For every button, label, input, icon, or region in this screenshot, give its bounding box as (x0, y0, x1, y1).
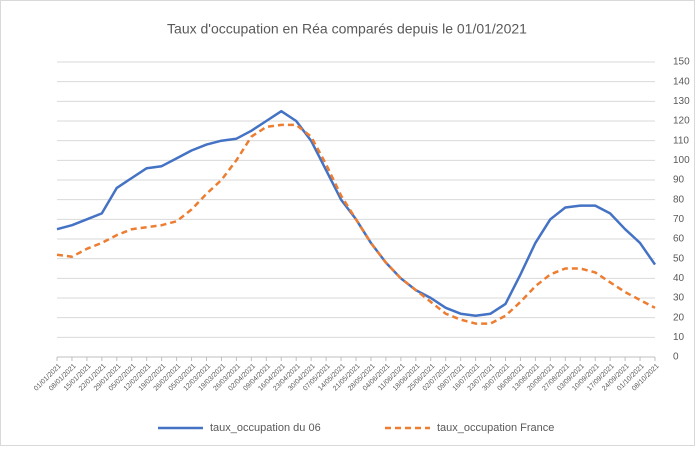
legend-label: taux_occupation France (437, 422, 554, 434)
series-line (56, 123, 656, 325)
y-tick-label: 140 (673, 76, 690, 87)
y-tick-label: 40 (673, 273, 685, 284)
y-tick-label: 10 (673, 332, 685, 343)
y-tick-label: 80 (673, 194, 685, 205)
y-tick-label: 90 (673, 175, 685, 186)
y-tick-label: 20 (673, 312, 685, 323)
y-tick-label: 50 (673, 253, 685, 264)
y-tick-label: 70 (673, 214, 685, 225)
y-tick-label: 60 (673, 234, 685, 245)
y-tick-label: 150 (673, 57, 690, 68)
y-tick-label: 30 (673, 293, 685, 304)
chart-title: Taux d'occupation en Réa comparés depuis… (167, 21, 527, 37)
y-tick-label: 110 (673, 135, 689, 146)
y-tick-label: 100 (673, 155, 690, 166)
y-tick-label: 0 (673, 352, 679, 363)
y-tick-label: 120 (673, 116, 690, 127)
legend-label: taux_occupation du 06 (210, 422, 321, 434)
y-tick-label: 130 (673, 96, 690, 107)
